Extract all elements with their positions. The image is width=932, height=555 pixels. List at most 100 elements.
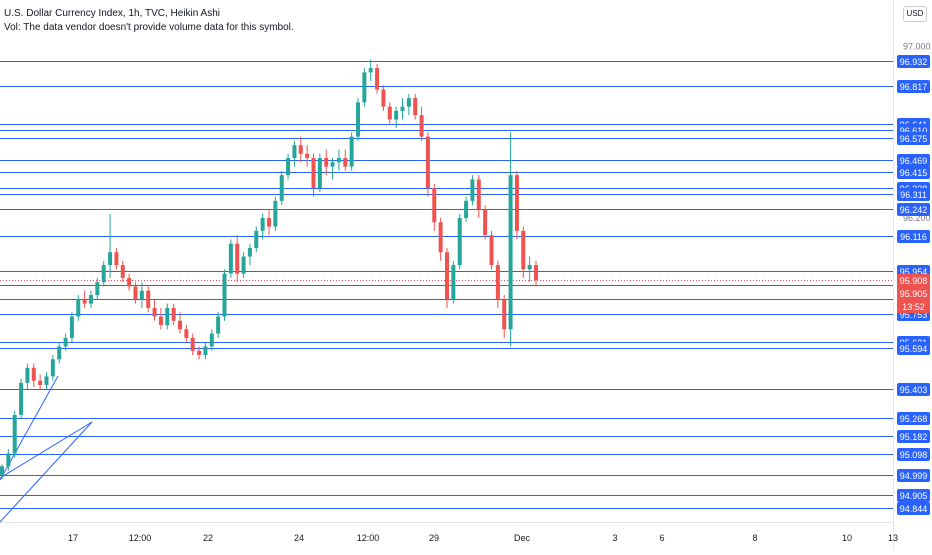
candle-body — [76, 299, 81, 317]
candle-body — [419, 115, 424, 137]
candle-body — [50, 359, 55, 377]
candle-body — [356, 102, 360, 137]
candle-body — [432, 188, 437, 223]
x-tick-label: 17 — [68, 533, 78, 543]
candle-body — [305, 153, 310, 159]
candle-body — [324, 158, 329, 167]
volume-note: Vol: The data vendor doesn't provide vol… — [4, 22, 294, 33]
candle-body — [400, 106, 405, 111]
level-label: 95.753 — [900, 310, 928, 320]
candle-body — [228, 243, 233, 274]
candle-body — [44, 376, 49, 385]
candle-body — [457, 217, 462, 266]
candle-body — [330, 162, 335, 167]
level-label-bg — [897, 448, 930, 461]
candle-body — [241, 256, 246, 274]
candle-body — [438, 222, 443, 253]
candle-body — [0, 466, 4, 475]
candle-body — [139, 290, 144, 300]
candle-body — [387, 106, 392, 120]
level-label-bg — [897, 469, 930, 482]
candle-body — [197, 350, 202, 356]
candle-body — [508, 175, 513, 330]
level-label: 96.575 — [900, 134, 928, 144]
level-label: 95.954 — [900, 267, 928, 277]
level-label-bg — [897, 132, 930, 145]
candle-body — [311, 158, 316, 189]
candle-body — [127, 277, 132, 287]
level-label: 96.242 — [900, 205, 928, 215]
level-label: 95.268 — [900, 414, 928, 424]
candle-body — [101, 265, 106, 283]
current-price-label-bg — [897, 300, 930, 313]
candle-body — [336, 158, 341, 163]
candle-body — [254, 230, 259, 248]
candle-body — [375, 68, 380, 90]
level-label: 96.415 — [900, 168, 928, 178]
current-price-label-bg — [897, 274, 930, 287]
level-label: 96.932 — [900, 57, 928, 67]
level-label: 96.311 — [900, 190, 927, 200]
candle-body — [413, 98, 418, 116]
y-tick-label: 96.200 — [903, 213, 931, 223]
level-label-bg — [897, 154, 930, 167]
candle-body — [95, 282, 100, 296]
level-label: 94.905 — [900, 491, 928, 501]
candle-body — [279, 175, 284, 201]
candle-body — [527, 265, 532, 270]
currency-button[interactable]: USD — [903, 6, 927, 22]
candle-body — [184, 329, 189, 338]
level-label: 95.098 — [900, 450, 928, 460]
current-price-label-bg — [897, 287, 930, 300]
x-tick-label: 8 — [752, 533, 757, 543]
candle-body — [19, 382, 24, 415]
candle-body — [476, 179, 481, 210]
candle-body — [31, 367, 36, 381]
candle-body — [425, 136, 430, 189]
candle-body — [483, 209, 488, 236]
candle-body — [292, 145, 297, 159]
candle-body — [470, 179, 475, 201]
level-label: 96.817 — [900, 82, 928, 92]
x-tick-label: Dec — [514, 533, 531, 543]
candle-body — [534, 265, 538, 281]
level-label-bg — [897, 230, 930, 243]
level-label: 95.594 — [900, 344, 928, 354]
candle-body — [108, 252, 113, 266]
level-label-bg — [897, 188, 930, 201]
level-label: 95.403 — [900, 385, 928, 395]
level-label: 94.999 — [900, 471, 928, 481]
candle-body — [6, 453, 11, 467]
candle-body — [362, 72, 367, 103]
candle-body — [267, 217, 271, 227]
candle-body — [63, 337, 68, 347]
candle-body — [82, 299, 87, 304]
y-tick-label: 97.000 — [903, 42, 931, 52]
candle-body — [69, 316, 74, 338]
candle-body — [38, 380, 43, 385]
candle-body — [445, 252, 449, 300]
candle-body — [381, 89, 386, 107]
candle-body — [146, 290, 151, 308]
level-label-bg — [897, 489, 930, 502]
candle-body — [464, 200, 469, 218]
candle-body — [514, 175, 519, 231]
level-label-bg — [897, 430, 930, 443]
time-axis[interactable]: 17 12:00 22 24 12:00 29 Dec 3 6 8 10 13 — [68, 533, 898, 543]
candle-body — [120, 265, 125, 278]
candle-body — [25, 367, 30, 383]
x-tick-label: 6 — [659, 533, 664, 543]
candle-body — [57, 346, 62, 360]
x-tick-label: 10 — [842, 533, 852, 543]
x-tick-label: 12:00 — [129, 533, 152, 543]
level-label: 95.182 — [900, 432, 928, 442]
candle-body — [203, 346, 208, 356]
level-label: 96.469 — [900, 156, 928, 166]
x-tick-label: 12:00 — [357, 533, 380, 543]
x-tick-label: 24 — [294, 533, 304, 543]
candle-body — [152, 307, 157, 317]
candle-body — [222, 273, 227, 317]
